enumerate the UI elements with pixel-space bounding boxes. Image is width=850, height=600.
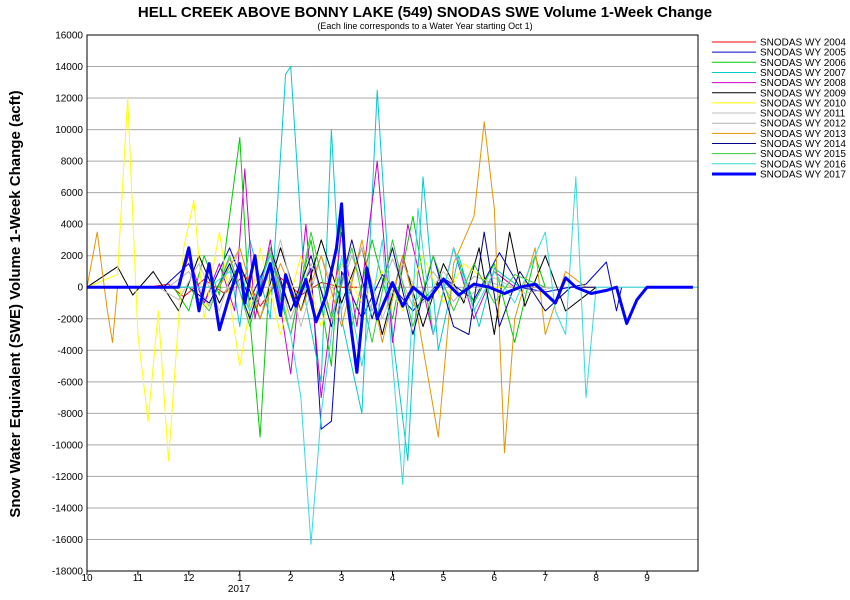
x-tick-label: 10 — [81, 573, 93, 584]
y-tick-labels: 16000 14000 12000 10000 8000 6000 4000 2000 0 -20… — [52, 31, 84, 578]
x-tick-label: 7 — [542, 573, 548, 584]
y-tick-label: -4000 — [57, 346, 83, 357]
series-line-snodas-wy-2004 — [87, 274, 357, 307]
y-tick-label: 8000 — [61, 157, 84, 168]
y-tick-label: 4000 — [61, 220, 84, 231]
series-line-snodas-wy-2007 — [87, 66, 546, 462]
x-tick-labels: 10 11 12 1 2 3 4 5 6 7 8 9 — [81, 571, 650, 584]
plot-frame — [86, 34, 699, 572]
series-line-snodas-wy-2009 — [86, 231, 597, 335]
series-lines — [86, 66, 698, 545]
series-line-snodas-wy-2008 — [87, 160, 546, 399]
legend-label: SNODAS WY 2017 — [760, 169, 846, 180]
x-tick-label: 8 — [593, 573, 599, 584]
series-line-snodas-wy-2016 — [87, 176, 698, 545]
x-tick-label: 5 — [441, 573, 447, 584]
y-tick-label: 10000 — [55, 125, 83, 136]
x-tick-label: 3 — [339, 573, 345, 584]
y-tick-label: -10000 — [52, 440, 84, 451]
series-line-snodas-wy-2012 — [87, 252, 546, 320]
legend-label: SNODAS WY 2004 — [760, 38, 846, 49]
x-tick-label: 2 — [288, 573, 294, 584]
y-tick-label: 2000 — [61, 251, 84, 262]
legend-label: SNODAS WY 2006 — [760, 58, 846, 69]
legend-label: SNODAS WY 2014 — [760, 139, 846, 150]
legend-label: SNODAS WY 2013 — [760, 129, 846, 140]
x-tick-label: 9 — [644, 573, 650, 584]
y-tick-label: -8000 — [57, 409, 83, 420]
legend-label: SNODAS WY 2009 — [760, 88, 846, 99]
grid-lines — [87, 34, 698, 572]
y-tick-label: -14000 — [52, 503, 84, 514]
legend-label: SNODAS WY 2010 — [760, 98, 846, 109]
legend-label: SNODAS WY 2016 — [760, 159, 846, 170]
legend-label: SNODAS WY 2008 — [760, 78, 846, 89]
series-line-snodas-wy-2017 — [87, 202, 693, 374]
chart-subtitle: (Each line corresponds to a Water Year s… — [317, 21, 532, 31]
legend-label: SNODAS WY 2015 — [760, 149, 846, 160]
x-tick-label: 1 — [237, 573, 243, 584]
y-axis-label: Snow Water Equivalent (SWE) Volume 1-Wee… — [7, 90, 24, 517]
y-tick-label: 0 — [77, 283, 83, 294]
x-year-label: 2017 — [228, 584, 251, 595]
y-tick-label: 14000 — [55, 62, 83, 73]
x-tick-label: 6 — [492, 573, 498, 584]
y-tick-label: 16000 — [55, 31, 83, 42]
series-line-snodas-wy-2015 — [87, 231, 546, 343]
legend-label: SNODAS WY 2012 — [760, 119, 846, 130]
chart-title: HELL CREEK ABOVE BONNY LAKE (549) SNODAS… — [138, 4, 712, 21]
legend-label: SNODAS WY 2005 — [760, 48, 846, 59]
y-tick-label: -12000 — [52, 472, 84, 483]
legend-label: SNODAS WY 2007 — [760, 68, 846, 79]
legend-label: SNODAS WY 2011 — [760, 109, 846, 120]
x-tick-label: 12 — [183, 573, 195, 584]
x-tick-label: 4 — [390, 573, 396, 584]
series-line-snodas-wy-2010 — [86, 97, 546, 462]
y-tick-label: -18000 — [52, 567, 84, 578]
y-tick-label: -2000 — [57, 314, 83, 325]
y-tick-label: 12000 — [55, 94, 83, 105]
y-tick-label: -6000 — [57, 377, 83, 388]
y-tick-label: -16000 — [52, 535, 84, 546]
y-tick-label: 6000 — [61, 188, 84, 199]
x-tick-label: 11 — [133, 573, 144, 584]
